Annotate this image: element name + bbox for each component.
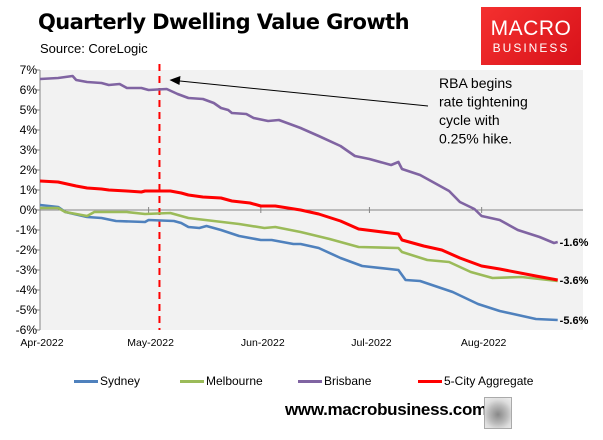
y-tick-label: -2% — [16, 243, 38, 257]
legend-label: Sydney — [100, 374, 141, 388]
y-tick-label: 0% — [20, 203, 38, 217]
logo-line-2: BUSINESS — [492, 41, 570, 55]
y-tick-label: 7% — [20, 63, 38, 77]
legend-swatch — [418, 379, 442, 383]
y-tick-label: 6% — [20, 83, 38, 97]
series-line-brisbane — [39, 74, 559, 245]
y-tick-label: -4% — [16, 283, 38, 297]
legend-swatch — [180, 379, 204, 383]
end-value-label: -1.6% — [560, 237, 589, 249]
legend-swatch — [74, 379, 98, 383]
x-tick-label: Apr-2022 — [20, 337, 63, 349]
chart-legend: Sydney Melbourne Brisbane 5-City Aggregate — [0, 374, 603, 390]
annotation-text: 0.25% hike. — [439, 131, 512, 147]
annotation-arrow-line — [177, 80, 429, 107]
y-tick-label: -6% — [16, 323, 38, 337]
y-tick-label: -3% — [16, 263, 38, 277]
x-tick-label: May-2022 — [127, 337, 174, 349]
y-tick-label: 5% — [20, 103, 38, 117]
chart-title: Quarterly Dwelling Value Growth — [38, 10, 410, 34]
end-value-label: -5.6% — [560, 315, 589, 327]
end-value-label: -3.6% — [560, 275, 589, 287]
legend-label: Brisbane — [324, 374, 372, 388]
legend-item: Sydney — [74, 374, 140, 388]
legend-item: Melbourne — [180, 374, 263, 388]
y-tick-label: 1% — [20, 183, 38, 197]
legend-label: 5-City Aggregate — [444, 374, 534, 388]
macrobusiness-logo: MACRO BUSINESS — [481, 7, 581, 65]
legend-item: 5-City Aggregate — [418, 374, 533, 388]
x-tick-label: Jun-2022 — [241, 337, 285, 349]
annotation-text: rate tightening — [439, 94, 528, 110]
wolf-logo-icon — [484, 397, 512, 429]
series-line-5-city-aggregate — [39, 179, 558, 282]
chart-source: Source: CoreLogic — [40, 41, 148, 56]
legend-item: Brisbane — [298, 374, 371, 388]
footer-url: www.macrobusiness.com.au — [285, 400, 511, 419]
y-tick-label: 2% — [20, 163, 38, 177]
y-tick-label: -5% — [16, 303, 38, 317]
annotation-text: cycle with — [439, 112, 500, 128]
series-line-melbourne — [40, 206, 558, 283]
annotation-arrowhead — [169, 76, 181, 85]
logo-line-1: MACRO — [490, 17, 572, 40]
y-tick-label: -1% — [16, 223, 38, 237]
annotation-text: RBA begins — [439, 75, 512, 91]
legend-swatch — [298, 379, 322, 383]
series-line-sydney — [39, 203, 558, 322]
plot-area — [40, 70, 583, 330]
x-tick-label: Aug-2022 — [461, 337, 507, 349]
legend-label: Melbourne — [206, 374, 263, 388]
y-tick-label: 3% — [20, 143, 38, 157]
x-tick-label: Jul-2022 — [351, 337, 391, 349]
y-tick-label: 4% — [20, 123, 38, 137]
